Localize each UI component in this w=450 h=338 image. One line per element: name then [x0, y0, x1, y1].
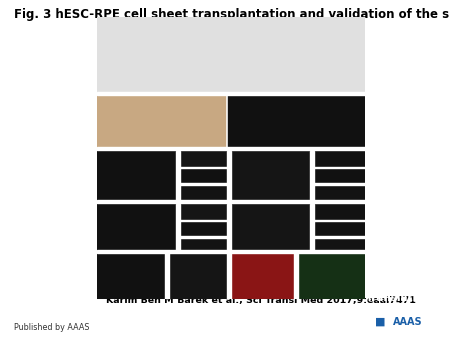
- Bar: [227, 151, 230, 200]
- Bar: [180, 183, 227, 185]
- Bar: [97, 92, 365, 95]
- Bar: [180, 151, 227, 167]
- Bar: [314, 204, 364, 220]
- Bar: [367, 313, 441, 324]
- Bar: [97, 253, 166, 299]
- Bar: [314, 236, 364, 238]
- Bar: [314, 220, 364, 221]
- Bar: [180, 220, 227, 221]
- Bar: [314, 237, 364, 250]
- Text: Science: Science: [390, 287, 418, 293]
- Bar: [314, 168, 364, 184]
- Bar: [314, 151, 364, 167]
- Bar: [97, 250, 365, 253]
- Bar: [180, 167, 227, 168]
- Bar: [230, 204, 311, 250]
- Bar: [97, 95, 225, 147]
- Text: AAAS: AAAS: [393, 317, 423, 327]
- Bar: [314, 167, 364, 168]
- Bar: [227, 204, 230, 250]
- Bar: [227, 253, 230, 299]
- Bar: [180, 168, 227, 184]
- Bar: [180, 204, 227, 220]
- Bar: [180, 221, 227, 237]
- Bar: [230, 253, 296, 299]
- Text: ■: ■: [375, 317, 385, 327]
- Bar: [310, 204, 314, 250]
- Bar: [176, 151, 180, 200]
- Text: Fig. 3 hESC-RPE cell sheet transplantation and validation of the surgical method: Fig. 3 hESC-RPE cell sheet transplantati…: [14, 8, 450, 21]
- Bar: [228, 95, 364, 147]
- Bar: [310, 151, 314, 200]
- Text: Published by AAAS: Published by AAAS: [14, 323, 89, 332]
- Bar: [97, 17, 365, 92]
- Text: Translational
Medicine: Translational Medicine: [365, 293, 442, 313]
- Bar: [176, 204, 180, 250]
- Bar: [180, 184, 227, 200]
- Bar: [180, 236, 227, 238]
- Bar: [97, 204, 177, 250]
- Bar: [314, 184, 364, 200]
- Bar: [230, 151, 311, 200]
- Bar: [165, 253, 169, 299]
- Bar: [169, 253, 228, 299]
- Bar: [314, 183, 364, 185]
- Bar: [97, 200, 365, 203]
- Bar: [180, 237, 227, 250]
- Bar: [293, 253, 297, 299]
- Bar: [314, 221, 364, 237]
- Bar: [97, 147, 365, 150]
- Bar: [97, 151, 177, 200]
- Bar: [297, 253, 364, 299]
- Text: Karim Ben M’Barek et al., Sci Transl Med 2017;9:eaai7471: Karim Ben M’Barek et al., Sci Transl Med…: [106, 296, 416, 305]
